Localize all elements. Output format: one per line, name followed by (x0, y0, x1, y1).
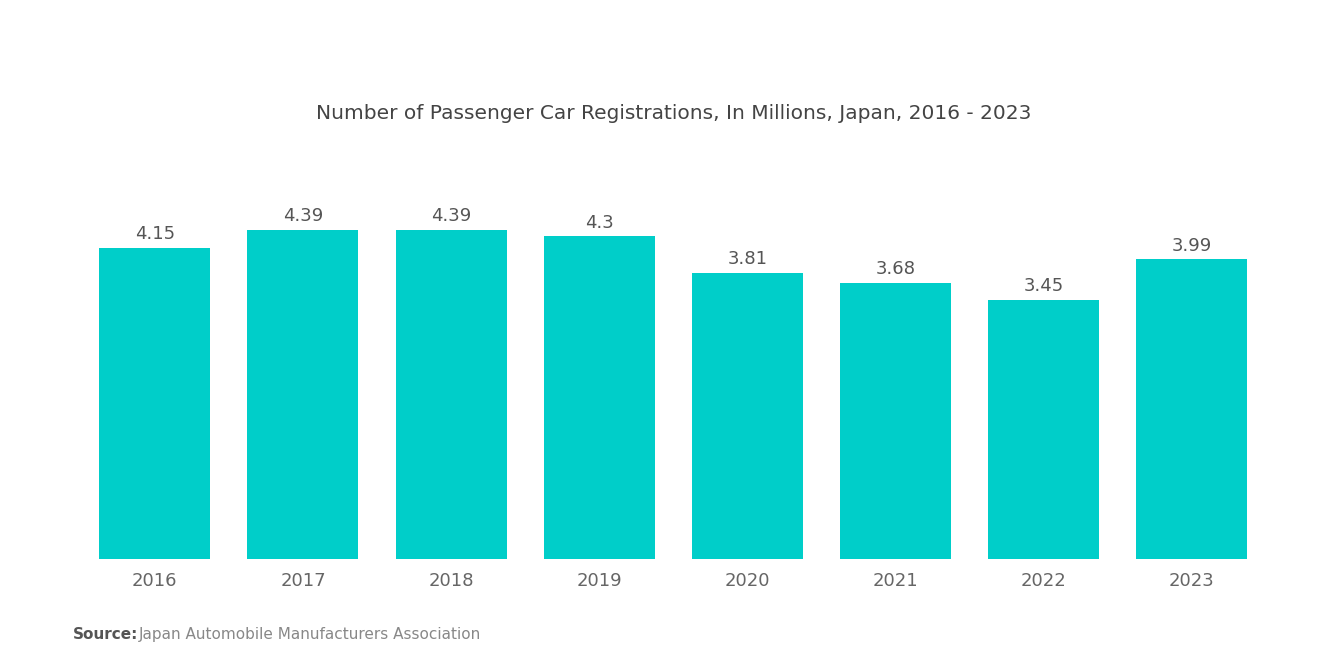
Text: 4.15: 4.15 (135, 225, 176, 243)
Title: Number of Passenger Car Registrations, In Millions, Japan, 2016 - 2023: Number of Passenger Car Registrations, I… (315, 104, 1031, 122)
Text: 3.99: 3.99 (1171, 237, 1212, 255)
Text: 3.45: 3.45 (1023, 277, 1064, 295)
Bar (544, 236, 655, 559)
Bar (247, 229, 359, 559)
Bar (987, 300, 1100, 559)
Text: 4.39: 4.39 (430, 207, 471, 225)
Text: 4.39: 4.39 (282, 207, 323, 225)
Bar (99, 247, 210, 559)
Text: Source:: Source: (73, 626, 139, 642)
Bar (840, 283, 950, 559)
Bar (1137, 259, 1247, 559)
Bar (396, 229, 507, 559)
Bar (692, 273, 803, 559)
Text: 3.68: 3.68 (875, 260, 915, 278)
Text: 4.3: 4.3 (585, 213, 614, 232)
Text: Japan Automobile Manufacturers Association: Japan Automobile Manufacturers Associati… (139, 626, 480, 642)
Text: 3.81: 3.81 (727, 251, 767, 269)
